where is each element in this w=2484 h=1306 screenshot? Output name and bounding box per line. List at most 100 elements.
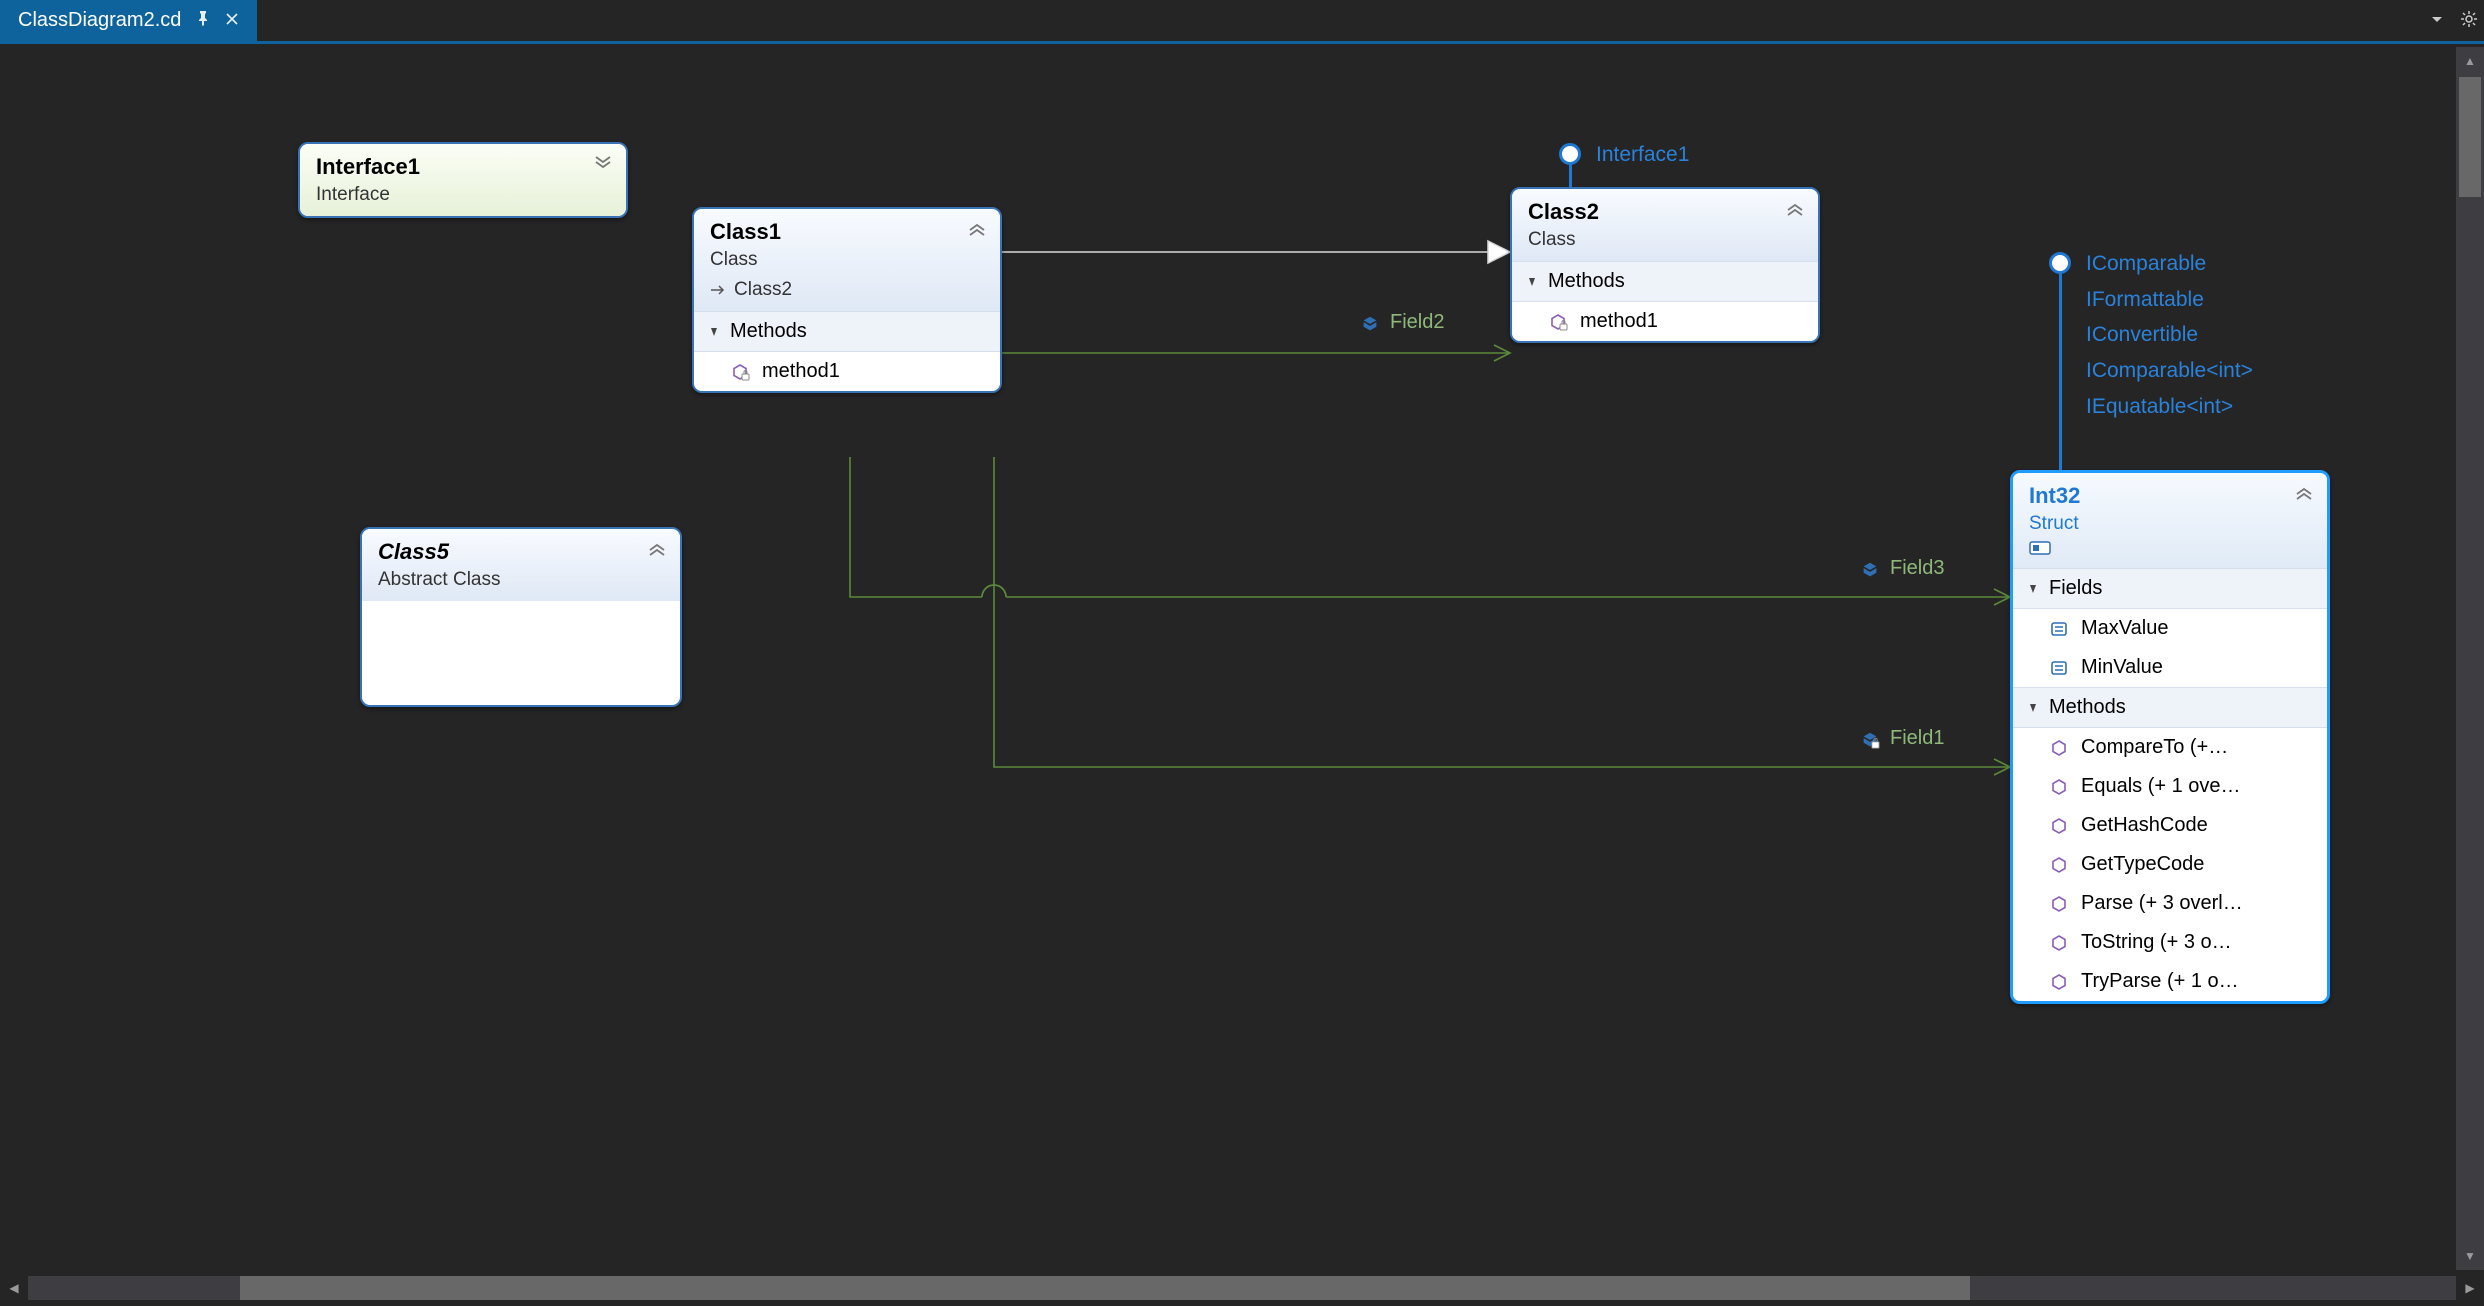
section-header[interactable]: Methods: [694, 311, 1000, 352]
member-row[interactable]: MaxValue: [2013, 609, 2327, 648]
member-name: CompareTo (+…: [2081, 736, 2228, 759]
method-private-icon: [1548, 312, 1568, 332]
lollipop-stick: [2059, 272, 2062, 470]
member-name: method1: [1580, 310, 1658, 333]
scroll-left-icon[interactable]: ◀: [0, 1270, 28, 1306]
tab-active[interactable]: ClassDiagram2.cd: [0, 0, 257, 41]
node-stereotype: Struct: [2029, 513, 2311, 535]
chevron-collapse-icon[interactable]: [646, 539, 668, 560]
member-name: Equals (+ 1 ove…: [2081, 775, 2241, 798]
gear-icon[interactable]: [2460, 10, 2478, 31]
const-icon: [2049, 619, 2069, 639]
close-icon[interactable]: [225, 9, 239, 32]
member-row[interactable]: GetHashCode: [2013, 806, 2327, 845]
member-name: TryParse (+ 1 o…: [2081, 970, 2239, 993]
edge-label-text: Field3: [1890, 557, 1944, 580]
node-class5[interactable]: Class5Abstract Class: [360, 527, 682, 707]
field-icon: [1360, 313, 1380, 333]
node-stereotype: Interface: [316, 184, 610, 206]
interface-label[interactable]: IFormattable: [2086, 282, 2253, 318]
node-header[interactable]: Class5Abstract Class: [362, 529, 680, 601]
edge-label[interactable]: Field3: [1860, 557, 1944, 580]
lollipop-ball-icon[interactable]: [2049, 252, 2071, 274]
member-row[interactable]: Parse (+ 3 overl…: [2013, 884, 2327, 923]
section-title: Methods: [2049, 696, 2126, 719]
method-icon: [2049, 816, 2069, 836]
node-header[interactable]: Class1ClassClass2: [694, 209, 1000, 311]
member-row[interactable]: MinValue: [2013, 648, 2327, 687]
member-name: GetHashCode: [2081, 814, 2208, 837]
node-class1[interactable]: Class1ClassClass2 Methods method1: [692, 207, 1002, 393]
node-title: Class1: [710, 219, 984, 245]
node-int32[interactable]: Int32Struct Fields MaxValue MinValue Methods…: [2010, 470, 2330, 1004]
node-interface1[interactable]: Interface1 Interface: [298, 142, 628, 218]
hscroll-thumb[interactable]: [240, 1276, 1970, 1300]
tab-title: ClassDiagram2.cd: [18, 9, 181, 32]
member-row[interactable]: GetTypeCode: [2013, 845, 2327, 884]
method-icon: [2049, 933, 2069, 953]
scroll-right-icon[interactable]: ▶: [2456, 1270, 2484, 1306]
section-title: Methods: [730, 320, 807, 343]
chevron-collapse-icon[interactable]: [966, 219, 988, 240]
method-icon: [2049, 855, 2069, 875]
section-header[interactable]: Methods: [1512, 261, 1818, 302]
tab-overflow-icon[interactable]: [2430, 12, 2444, 29]
lollipop-ball-icon[interactable]: [1559, 143, 1581, 165]
node-derived: Class2: [710, 279, 984, 301]
pin-icon[interactable]: [195, 9, 211, 32]
member-name: MinValue: [2081, 656, 2163, 679]
node-header[interactable]: Class2Class: [1512, 189, 1818, 261]
method-icon: [2049, 894, 2069, 914]
vertical-scrollbar[interactable]: ▲ ▼: [2456, 47, 2484, 1270]
member-row[interactable]: CompareTo (+…: [2013, 728, 2327, 767]
node-header[interactable]: Int32Struct: [2013, 473, 2327, 568]
horizontal-scrollbar[interactable]: ◀ ▶: [0, 1270, 2484, 1306]
field-icon: [1860, 559, 1880, 579]
tab-bar: ClassDiagram2.cd: [0, 0, 2484, 44]
method-icon: [2049, 777, 2069, 797]
node-stereotype: Class: [1528, 229, 1802, 251]
chevron-collapse-icon[interactable]: [2293, 483, 2315, 504]
interface-label[interactable]: IComparable<int>: [2086, 353, 2253, 389]
scroll-down-icon[interactable]: ▼: [2456, 1242, 2484, 1270]
member-row[interactable]: method1: [1512, 302, 1818, 341]
diagram-canvas[interactable]: Interface1InterfaceClass1ClassClass2Meth…: [0, 47, 2484, 1270]
section-header[interactable]: Fields: [2013, 568, 2327, 609]
section-title: Methods: [1548, 270, 1625, 293]
const-icon: [2049, 658, 2069, 678]
method-icon: [2049, 972, 2069, 992]
member-row[interactable]: method1: [694, 352, 1000, 391]
member-name: Parse (+ 3 overl…: [2081, 892, 2243, 915]
vscroll-thumb[interactable]: [2459, 77, 2481, 197]
node-title: Interface1: [316, 154, 610, 180]
edge-label-text: Field2: [1390, 311, 1444, 334]
interface-label[interactable]: IComparable: [2086, 246, 2253, 282]
member-row[interactable]: TryParse (+ 1 o…: [2013, 962, 2327, 1001]
method-icon: [2049, 738, 2069, 758]
lollipop-labels: IComparableIFormattableIConvertibleIComp…: [2086, 246, 2253, 424]
chevron-collapse-icon[interactable]: [1784, 199, 1806, 220]
edge-label[interactable]: Field1: [1860, 727, 1944, 750]
member-name: GetTypeCode: [2081, 853, 2204, 876]
member-name: ToString (+ 3 o…: [2081, 931, 2232, 954]
field-private-icon: [1860, 729, 1880, 749]
section-title: Fields: [2049, 577, 2102, 600]
section-header[interactable]: Methods: [2013, 687, 2327, 728]
chevron-expand-icon[interactable]: [592, 154, 614, 175]
member-row[interactable]: ToString (+ 3 o…: [2013, 923, 2327, 962]
interface-label[interactable]: IEquatable<int>: [2086, 389, 2253, 425]
lollipop-labels: Interface1: [1596, 137, 1689, 173]
method-private-icon: [730, 362, 750, 382]
node-header[interactable]: Interface1 Interface: [300, 144, 626, 216]
member-name: method1: [762, 360, 840, 383]
edge-label[interactable]: Field2: [1360, 311, 1444, 334]
struct-badge-icon: [2029, 541, 2311, 558]
interface-label[interactable]: IConvertible: [2086, 317, 2253, 353]
edge-label-text: Field1: [1890, 727, 1944, 750]
interface-label[interactable]: Interface1: [1596, 137, 1689, 173]
node-stereotype: Abstract Class: [378, 569, 664, 591]
member-row[interactable]: Equals (+ 1 ove…: [2013, 767, 2327, 806]
node-class2[interactable]: Class2Class Methods method1: [1510, 187, 1820, 343]
scroll-up-icon[interactable]: ▲: [2456, 47, 2484, 75]
lollipop-stick: [1569, 163, 1572, 187]
